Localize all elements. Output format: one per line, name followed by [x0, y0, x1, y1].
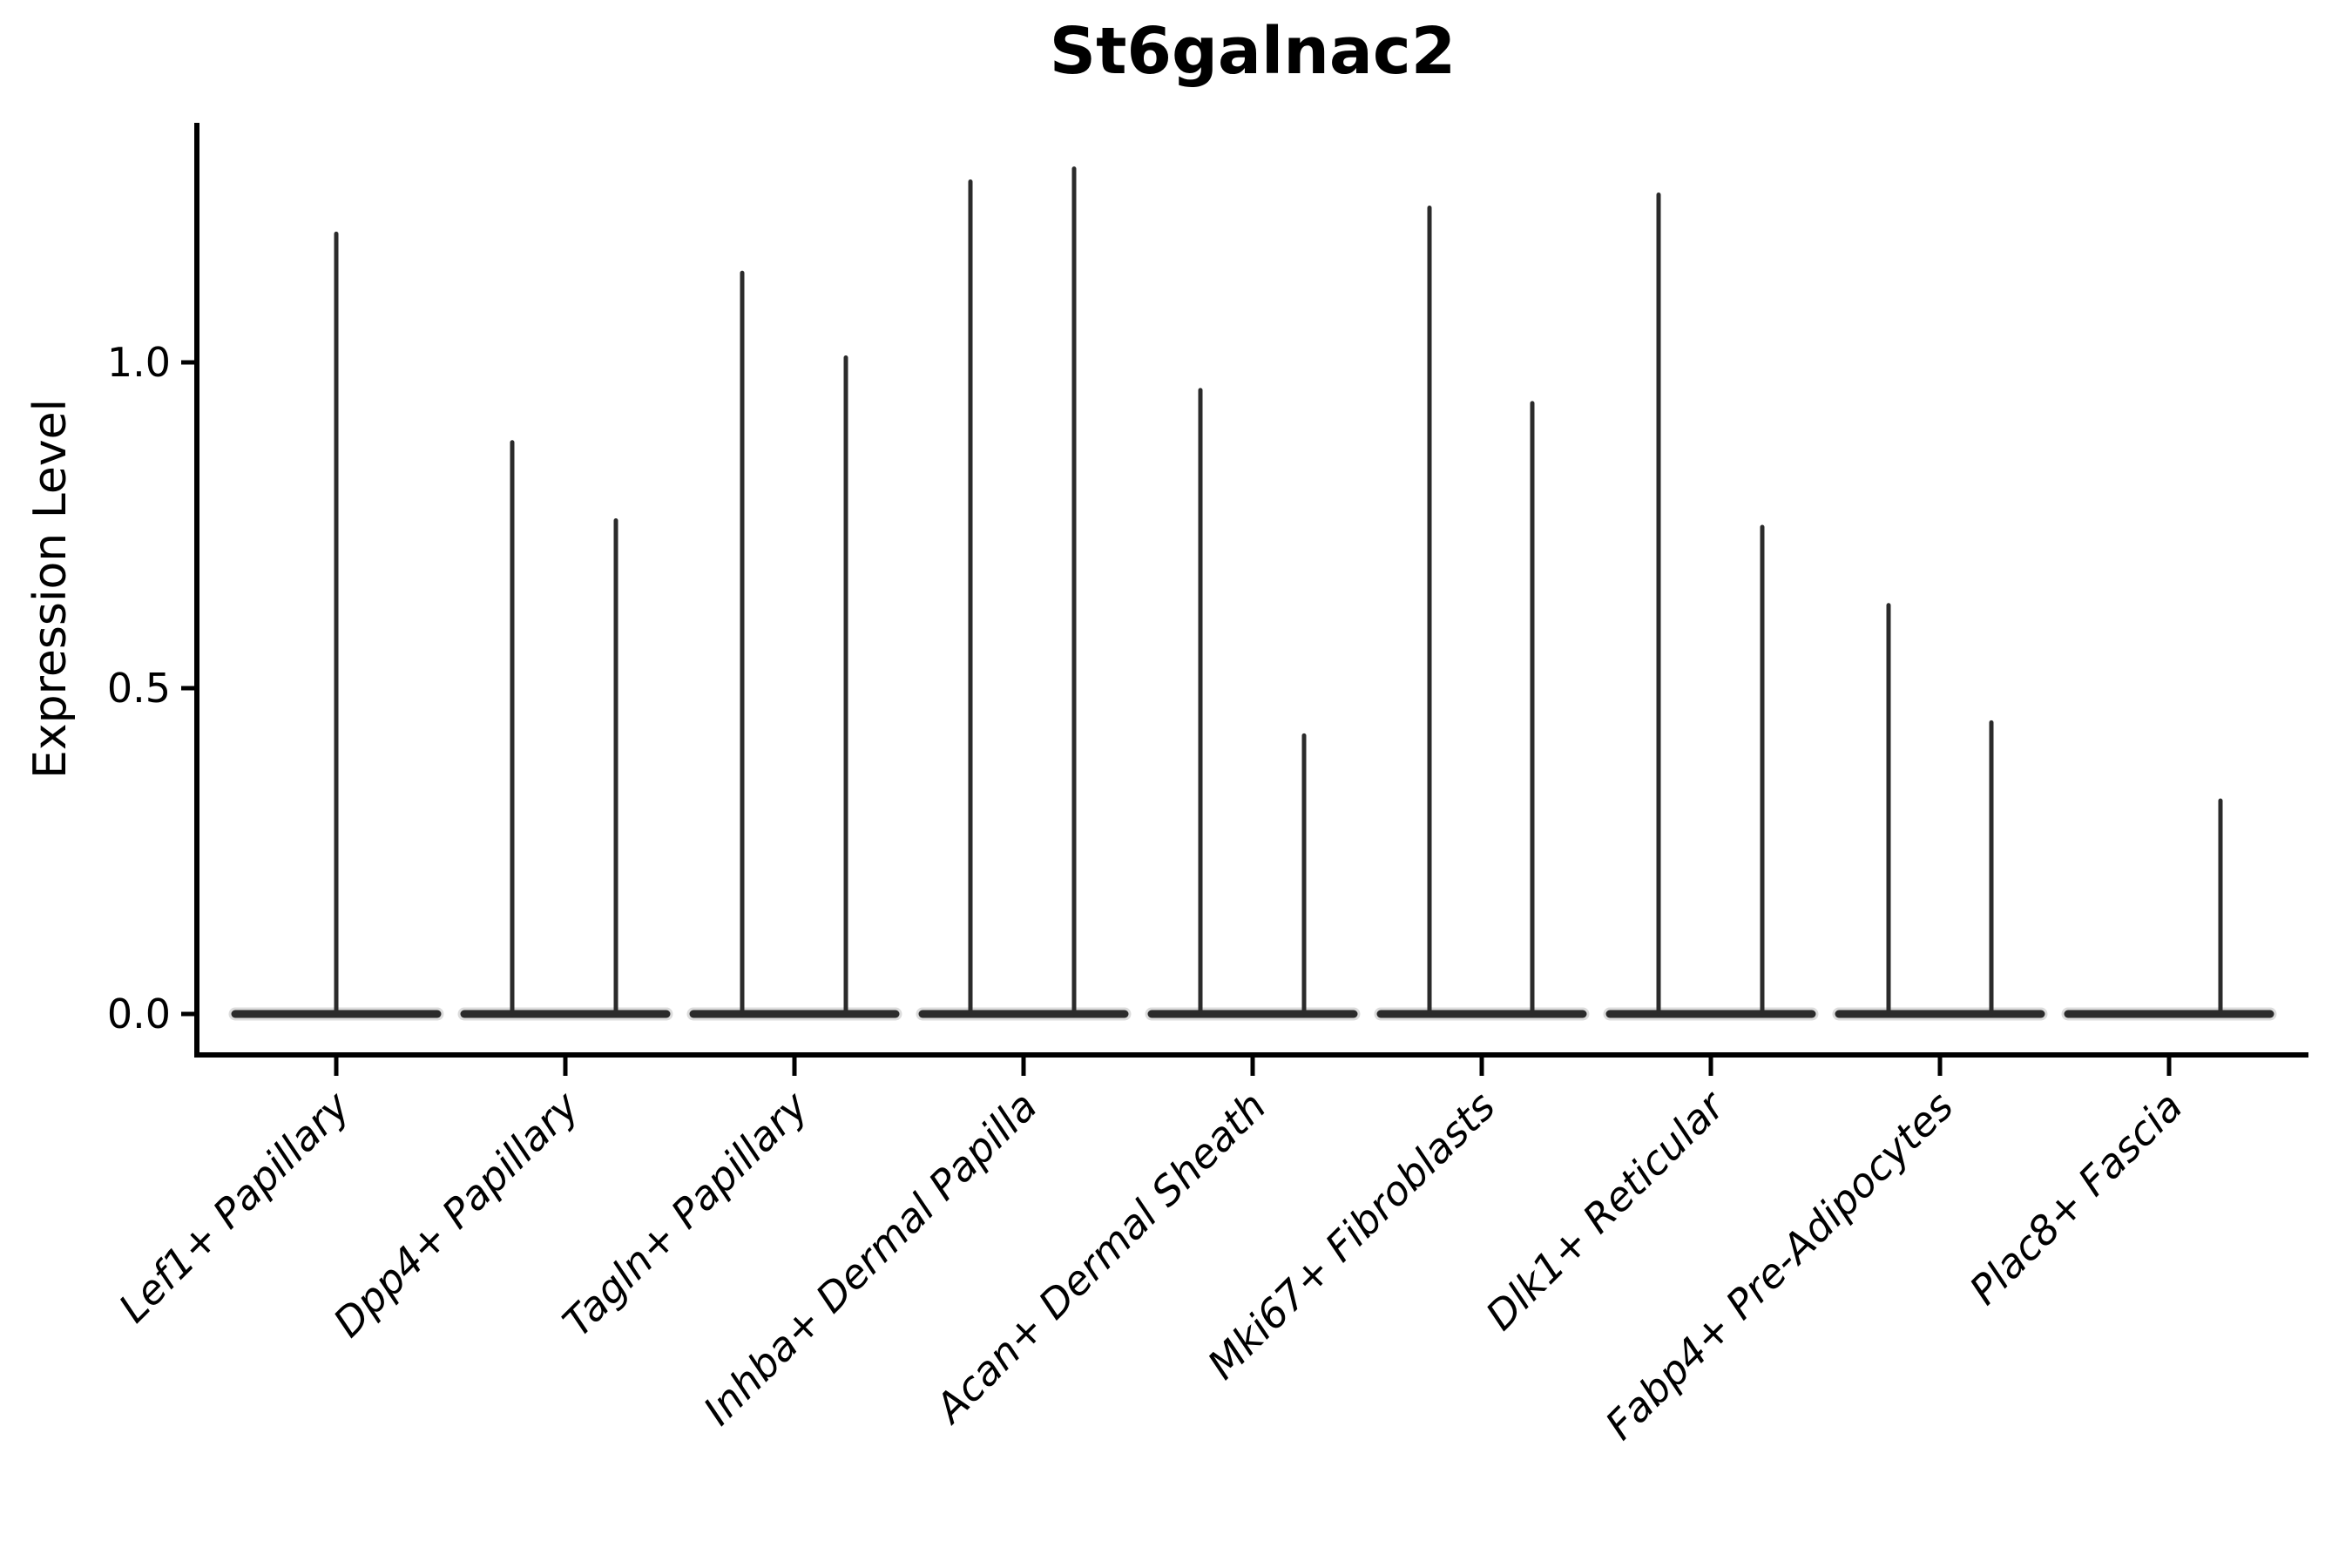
y-tick-label: 0.5	[107, 665, 171, 712]
x-tick-label: Lef1+ Papillary	[110, 1082, 359, 1331]
x-tick-label: Plac8+ Fascia	[1960, 1083, 2191, 1314]
chart-title: St6galnac2	[1049, 14, 1456, 89]
x-tick-label: Dpp4+ Papillary	[324, 1082, 588, 1346]
x-tick-label: Dlk1+ Reticular	[1477, 1080, 1735, 1339]
x-tick-label: Tagln+ Papillary	[553, 1082, 817, 1346]
y-tick-label: 0.0	[107, 990, 171, 1037]
y-tick-label: 1.0	[107, 339, 171, 386]
